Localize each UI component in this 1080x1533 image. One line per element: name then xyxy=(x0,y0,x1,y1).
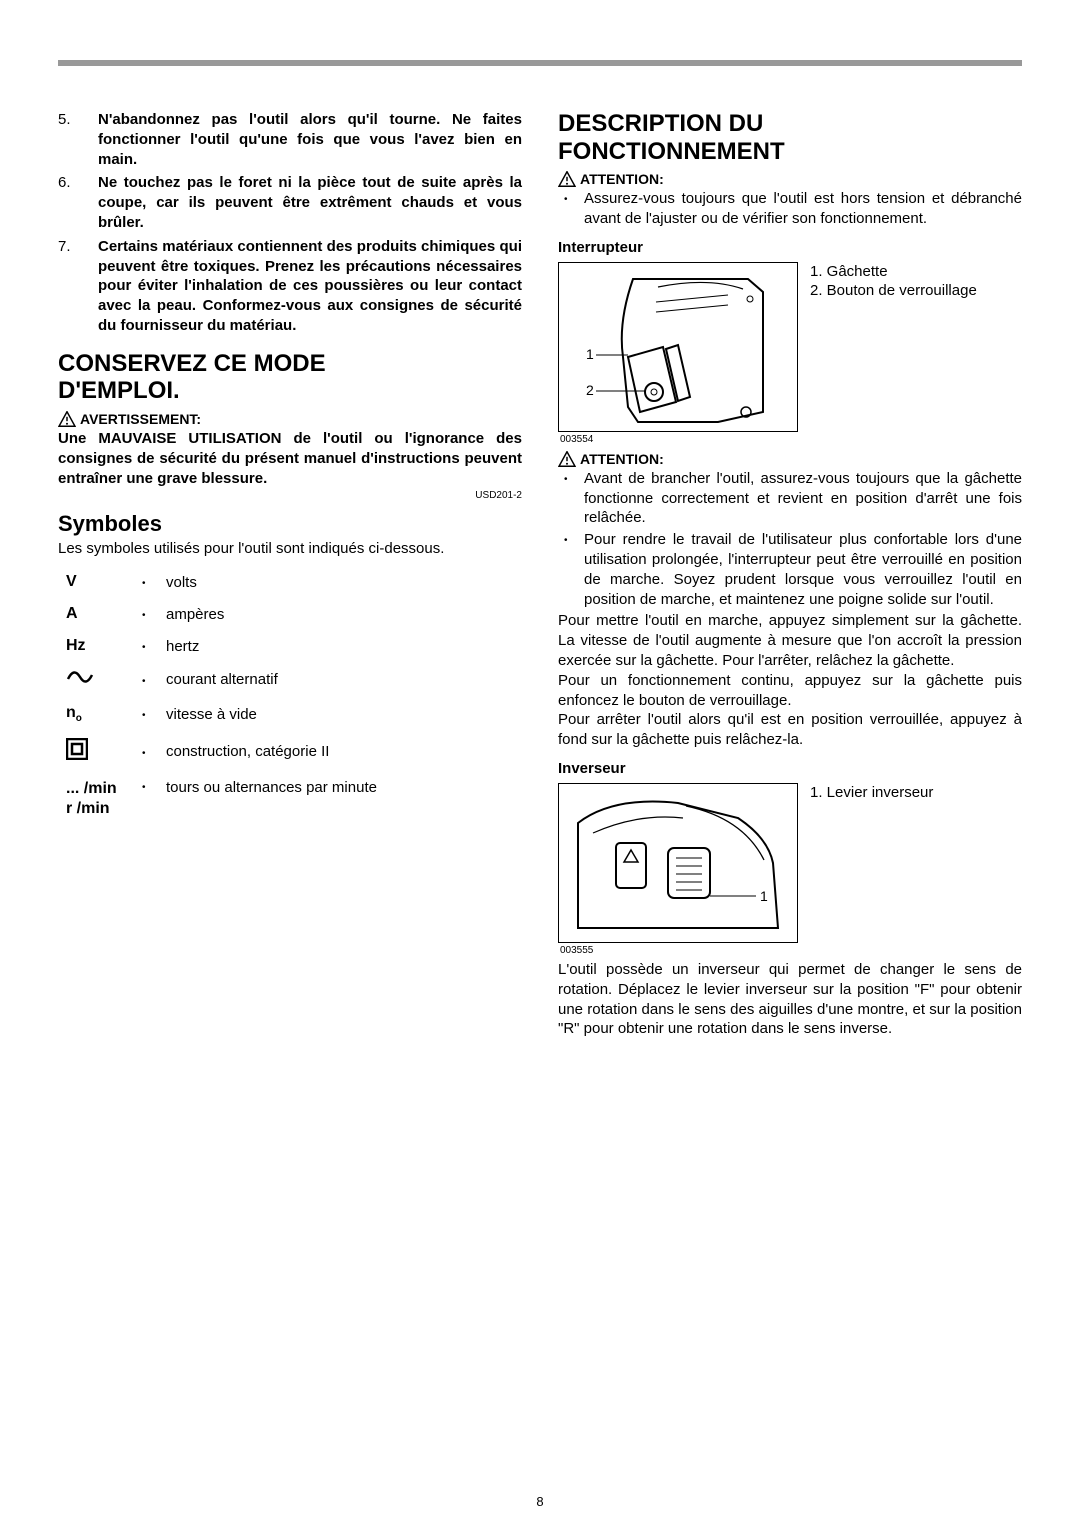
bullet-icon: • xyxy=(142,745,166,759)
figure-2-code: 003555 xyxy=(560,945,1022,956)
code-usd: USD201-2 xyxy=(58,490,522,501)
symbol-desc: ampères xyxy=(166,606,522,623)
bullet-text: Avant de brancher l'outil, assurez-vous … xyxy=(584,469,1022,528)
symbol-glyph: Hz xyxy=(58,637,142,655)
paragraph: Pour arrêter l'outil alors qu'il est en … xyxy=(558,710,1022,750)
heading-line: FONCTIONNEMENT xyxy=(558,138,785,165)
symbol-table: V • volts A • ampères Hz • hertz • coura… xyxy=(58,573,522,818)
symbol-desc: hertz xyxy=(166,638,522,655)
caption-line: 2. Bouton de verrouillage xyxy=(810,281,977,301)
symbol-desc: construction, catégorie II xyxy=(166,743,522,760)
symbol-desc: courant alternatif xyxy=(166,671,522,688)
attention-label: ATTENTION: xyxy=(558,171,1022,187)
numbered-list: 5. N'abandonnez pas l'outil alors qu'il … xyxy=(58,110,522,336)
bullet-icon: • xyxy=(142,639,166,653)
attention-text: ATTENTION: xyxy=(580,171,664,187)
symbol-desc: volts xyxy=(166,574,522,591)
symbol-glyph: ... /min r /min xyxy=(58,779,142,817)
list-item: 6. Ne touchez pas le foret ni la pièce t… xyxy=(58,173,522,232)
attention-text: ATTENTION: xyxy=(580,451,664,467)
svg-text:2: 2 xyxy=(586,382,594,398)
list-text: Certains matériaux contiennent des produ… xyxy=(98,237,522,336)
left-column: 5. N'abandonnez pas l'outil alors qu'il … xyxy=(58,110,522,1039)
figure-2: 1 1. Levier inverseur xyxy=(558,783,1022,943)
list-number: 5. xyxy=(58,110,98,169)
bullet-icon: • xyxy=(142,673,166,687)
bullet-item: •Pour rendre le travail de l'utilisateur… xyxy=(558,530,1022,609)
symbol-desc: tours ou alternances par minute xyxy=(166,779,522,796)
bullet-icon: • xyxy=(142,607,166,621)
list-text: Ne touchez pas le foret ni la pièce tout… xyxy=(98,173,522,232)
caption-line: 1. Levier inverseur xyxy=(810,783,933,803)
symbol-glyph: V xyxy=(58,573,142,591)
double-insulation-icon xyxy=(58,738,142,765)
symbol-row: ... /min r /min • tours ou alternances p… xyxy=(58,779,522,817)
subhead-inverseur: Inverseur xyxy=(558,760,1022,777)
bullet-list: •Avant de brancher l'outil, assurez-vous… xyxy=(558,469,1022,610)
list-text: N'abandonnez pas l'outil alors qu'il tou… xyxy=(98,110,522,169)
list-item: 7. Certains matériaux contiennent des pr… xyxy=(58,237,522,336)
right-column: DESCRIPTION DU FONCTIONNEMENT ATTENTION:… xyxy=(558,110,1022,1039)
paragraph: Pour mettre l'outil en marche, appuyez s… xyxy=(558,611,1022,670)
bullet-text: Assurez-vous toujours que l'outil est ho… xyxy=(584,189,1022,229)
paragraph: Pour un fonctionnement continu, appuyez … xyxy=(558,671,1022,711)
ac-icon xyxy=(58,669,142,690)
heading-line: CONSERVEZ CE MODE xyxy=(58,350,326,377)
figure-1-caption: 1. Gâchette 2. Bouton de verrouillage xyxy=(810,262,977,432)
bullet-icon: • xyxy=(558,469,584,528)
two-column-layout: 5. N'abandonnez pas l'outil alors qu'il … xyxy=(58,110,1022,1039)
warning-icon xyxy=(58,411,76,427)
bullet-icon: • xyxy=(558,530,584,609)
attention-label: ATTENTION: xyxy=(558,451,1022,467)
figure-1-box: 1 2 xyxy=(558,262,798,432)
warning-text: AVERTISSEMENT: xyxy=(80,411,201,427)
warning-icon xyxy=(558,451,576,467)
paragraph: L'outil possède un inverseur qui permet … xyxy=(558,960,1022,1039)
svg-text:1: 1 xyxy=(586,346,594,362)
symboles-intro: Les symboles utilisés pour l'outil sont … xyxy=(58,539,522,559)
heading-line: DESCRIPTION DU xyxy=(558,110,763,137)
symbol-row: A • ampères xyxy=(58,605,522,623)
heading-line: D'EMPLOI. xyxy=(58,377,180,404)
symbol-glyph: no xyxy=(58,704,142,724)
bullet-icon: • xyxy=(558,189,584,229)
list-number: 6. xyxy=(58,173,98,232)
figure-1-code: 003554 xyxy=(560,434,1022,445)
symbol-row: • courant alternatif xyxy=(58,669,522,690)
bullet-text: Pour rendre le travail de l'utilisateur … xyxy=(584,530,1022,609)
list-item: 5. N'abandonnez pas l'outil alors qu'il … xyxy=(58,110,522,169)
reverse-lever-diagram-icon: 1 xyxy=(568,788,788,938)
svg-text:1: 1 xyxy=(760,888,768,904)
heading-symboles: Symboles xyxy=(58,511,522,537)
caption-line: 1. Gâchette xyxy=(810,262,977,282)
warning-body: Une MAUVAISE UTILISATION de l'outil ou l… xyxy=(58,429,522,488)
heading-description: DESCRIPTION DU FONCTIONNEMENT xyxy=(558,110,1022,165)
bullet-item: •Assurez-vous toujours que l'outil est h… xyxy=(558,189,1022,229)
symbol-row: V • volts xyxy=(58,573,522,591)
symbol-row: no • vitesse à vide xyxy=(58,704,522,724)
symbol-desc: vitesse à vide xyxy=(166,706,522,723)
warning-icon xyxy=(558,171,576,187)
page-number: 8 xyxy=(0,1494,1080,1509)
trigger-diagram-icon: 1 2 xyxy=(568,267,788,427)
bullet-list: •Assurez-vous toujours que l'outil est h… xyxy=(558,189,1022,229)
symbol-row: • construction, catégorie II xyxy=(58,738,522,765)
bullet-icon: • xyxy=(142,707,166,721)
figure-1: 1 2 1. Gâchette 2. Bouton de verrouillag… xyxy=(558,262,1022,432)
figure-2-caption: 1. Levier inverseur xyxy=(810,783,933,943)
symbol-glyph: A xyxy=(58,605,142,623)
bullet-icon: • xyxy=(142,575,166,589)
top-divider xyxy=(58,60,1022,66)
subhead-interrupteur: Interrupteur xyxy=(558,239,1022,256)
heading-conservez: CONSERVEZ CE MODE D'EMPLOI. xyxy=(58,350,522,405)
bullet-icon: • xyxy=(142,779,166,793)
figure-2-box: 1 xyxy=(558,783,798,943)
warning-label: AVERTISSEMENT: xyxy=(58,411,522,427)
list-number: 7. xyxy=(58,237,98,336)
bullet-item: •Avant de brancher l'outil, assurez-vous… xyxy=(558,469,1022,528)
symbol-row: Hz • hertz xyxy=(58,637,522,655)
